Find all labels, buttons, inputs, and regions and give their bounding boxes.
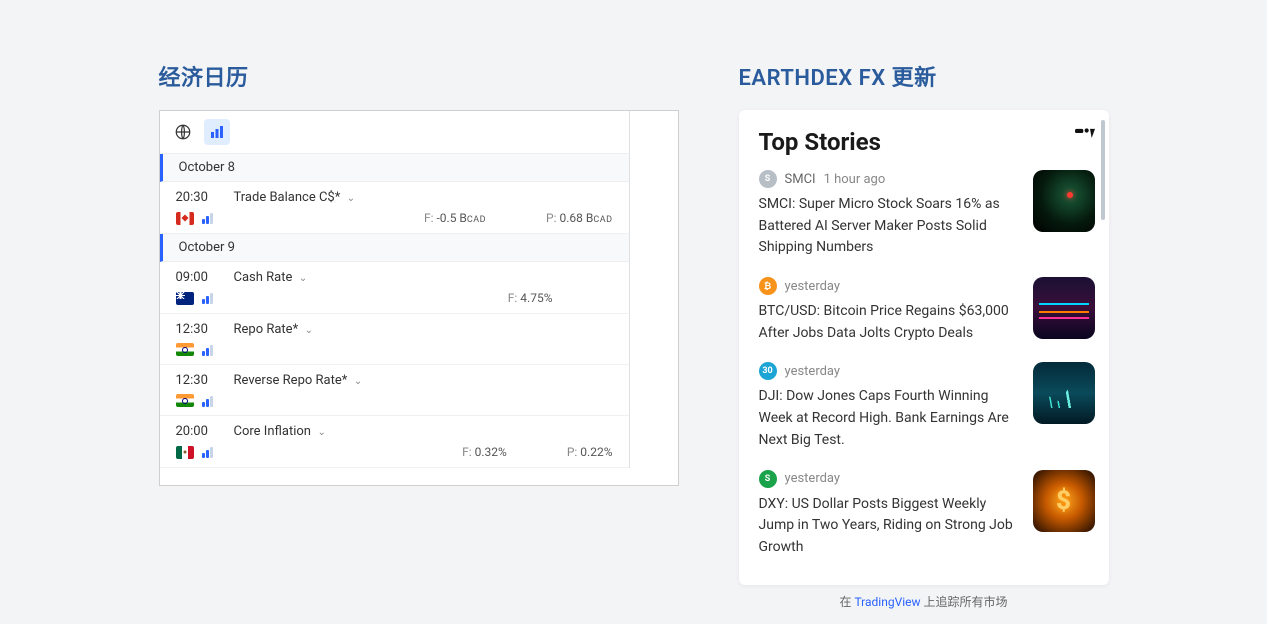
story-time: 1 hour ago	[824, 172, 886, 187]
country-flag-icon	[176, 292, 194, 305]
stories-header: Top Stories	[759, 128, 1095, 156]
calendar-event-row[interactable]: 12:30 Repo Rate* ⌄	[160, 314, 630, 365]
story-thumbnail	[1033, 170, 1095, 232]
previous-value: P: 0.68 BCAD	[546, 211, 612, 225]
footer-suffix: 上追踪所有市场	[921, 595, 1008, 609]
event-time: 09:00	[176, 270, 218, 285]
event-name: Reverse Repo Rate* ⌄	[234, 373, 363, 388]
stories-widget: Top Stories S SMCI 1 hour ago SMCI: Supe…	[739, 110, 1109, 585]
symbol-badge-icon: 30	[759, 362, 777, 380]
calendar-toolbar	[160, 111, 630, 154]
impact-icon	[202, 292, 213, 304]
story-thumbnail	[1033, 277, 1095, 339]
impact-icon	[202, 446, 213, 458]
chevron-down-icon: ⌄	[302, 325, 313, 336]
stories-scrollbar[interactable]	[1101, 120, 1105, 220]
story-time: yesterday	[785, 364, 841, 379]
story-headline: DXY: US Dollar Posts Biggest Weekly Jump…	[759, 494, 1021, 559]
date-header: October 8	[160, 154, 630, 182]
country-flag-icon	[176, 212, 194, 225]
event-name: Repo Rate* ⌄	[234, 322, 314, 337]
story-headline: DJI: Dow Jones Caps Fourth Winning Week …	[759, 386, 1021, 451]
story-time: yesterday	[785, 471, 841, 486]
forecast-value: F: -0.5 BCAD	[424, 211, 486, 225]
symbol-badge-icon: S	[759, 170, 777, 188]
event-time: 12:30	[176, 322, 218, 337]
story-headline: SMCI: Super Micro Stock Soars 16% as Bat…	[759, 194, 1021, 259]
calendar-scroll[interactable]: October 8 20:30 Trade Balance C$* ⌄ F: -…	[160, 111, 678, 485]
story-thumbnail	[1033, 362, 1095, 424]
story-symbol: SMCI	[785, 172, 816, 187]
event-time: 20:30	[176, 190, 218, 205]
calendar-event-row[interactable]: 12:30 Reverse Repo Rate* ⌄	[160, 365, 630, 416]
calendar-event-row[interactable]: 20:30 Trade Balance C$* ⌄ F: -0.5 BCAD P…	[160, 182, 630, 234]
calendar-event-row[interactable]: 09:00 Cash Rate ⌄ F: 4.75%	[160, 262, 630, 314]
story-thumbnail	[1033, 470, 1095, 532]
country-flag-icon	[176, 446, 194, 459]
globe-tab[interactable]	[170, 119, 196, 145]
tradingview-link[interactable]: TradingView	[854, 595, 920, 609]
chart-tab[interactable]	[204, 119, 230, 145]
story-item[interactable]: S yesterday DXY: US Dollar Posts Biggest…	[759, 470, 1095, 559]
country-flag-icon	[176, 394, 194, 407]
forecast-value: F: 4.75%	[508, 291, 553, 305]
story-item[interactable]: 30 yesterday DJI: Dow Jones Caps Fourth …	[759, 362, 1095, 451]
chevron-down-icon: ⌄	[351, 376, 362, 387]
calendar-widget: October 8 20:30 Trade Balance C$* ⌄ F: -…	[159, 110, 679, 486]
calendar-event-row[interactable]: 20:00 Core Inflation ⌄ F: 0.32% P: 0.22%	[160, 416, 630, 468]
symbol-badge-icon: ₿	[759, 277, 777, 295]
story-headline: BTC/USD: Bitcoin Price Regains $63,000 A…	[759, 301, 1021, 344]
forecast-value: F: 0.32%	[462, 445, 507, 459]
country-flag-icon	[176, 343, 194, 356]
impact-icon	[202, 344, 213, 356]
impact-icon	[202, 395, 213, 407]
chevron-down-icon: ⌄	[296, 273, 307, 284]
symbol-badge-icon: S	[759, 470, 777, 488]
story-item[interactable]: S SMCI 1 hour ago SMCI: Super Micro Stoc…	[759, 170, 1095, 259]
chevron-down-icon: ⌄	[344, 193, 355, 204]
event-time: 20:00	[176, 424, 218, 439]
chevron-down-icon: ⌄	[315, 427, 326, 438]
stories-footer: 在 TradingView 上追踪所有市场	[739, 593, 1109, 610]
previous-value: P: 0.22%	[567, 445, 613, 459]
stories-section-title: EARTHDEX FX 更新	[739, 60, 1109, 92]
event-time: 12:30	[176, 373, 218, 388]
story-time: yesterday	[785, 279, 841, 294]
impact-icon	[202, 212, 213, 224]
event-name: Trade Balance C$* ⌄	[234, 190, 356, 205]
event-name: Core Inflation ⌄	[234, 424, 326, 439]
globe-icon	[174, 123, 192, 141]
tradingview-logo-icon	[1075, 126, 1095, 140]
chart-icon	[208, 123, 226, 141]
date-header: October 9	[160, 234, 630, 262]
footer-prefix: 在	[839, 595, 854, 609]
event-name: Cash Rate ⌄	[234, 270, 308, 285]
story-item[interactable]: ₿ yesterday BTC/USD: Bitcoin Price Regai…	[759, 277, 1095, 344]
calendar-title: 经济日历	[159, 60, 679, 92]
